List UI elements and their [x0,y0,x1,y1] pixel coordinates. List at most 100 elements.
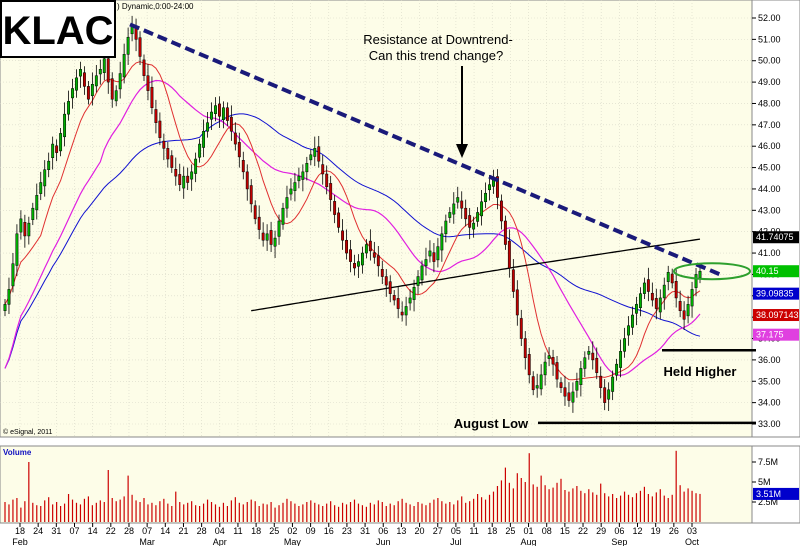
candle [603,379,607,411]
candle-body [650,292,654,301]
candle [86,81,90,105]
candle [257,205,261,240]
y-tick-label: 47.00 [758,120,781,130]
annotation-held-higher: Held Higher [664,364,737,379]
candle [400,301,404,322]
candle [432,243,436,273]
x-tick-label: 05 [451,526,461,536]
candle [607,382,611,411]
candle-body [372,252,376,258]
candle [595,347,599,380]
candle-body [599,375,603,388]
candle-body [39,182,43,194]
price-tag-label: 40.15 [756,266,779,276]
candle [551,349,555,376]
x-tick-label: 14 [160,526,170,536]
candle-body [519,318,523,339]
candle-body [364,244,368,254]
candle-body [448,212,452,218]
candle [79,61,82,88]
candle-body [686,304,690,317]
y-tick-label: 51.00 [758,34,781,44]
month-label: Aug [521,537,537,546]
candle [106,51,110,94]
candle [289,178,293,201]
candle [98,59,102,85]
candle [178,163,182,192]
candle [182,166,186,199]
candle-body [202,131,206,148]
x-tick-label: 19 [651,526,661,536]
candle-body [162,140,166,149]
candle-body [142,59,146,76]
candle-body [345,239,348,254]
candle [408,289,412,311]
candle-body [178,174,182,185]
candle [337,207,341,233]
price-tag [753,231,799,244]
candle [43,160,47,197]
volume-tag-label: 3.51M [756,489,781,499]
candle-body [325,173,329,188]
candle [599,366,603,399]
candle-body [496,176,499,198]
annotation-question: Can this trend change? [369,48,503,63]
candle [531,371,535,396]
candle [353,254,356,276]
candle-body [408,297,412,304]
candle-body [654,298,658,309]
candle [380,260,384,285]
candle-body [138,37,142,57]
candle [55,139,59,162]
candle-body [341,230,345,241]
candle [360,246,364,274]
candle-body [440,233,444,251]
candle-body [118,73,122,90]
candle [285,185,289,218]
x-tick-label: 02 [287,526,297,536]
candle-body [360,252,364,266]
candle [583,351,587,377]
candle [297,167,301,189]
candle [357,254,360,279]
x-tick-label: 24 [33,526,43,536]
vol-tick-label: 2.5M [758,497,778,507]
candle [499,194,503,230]
candle-body [237,142,241,158]
candle-body [98,69,102,75]
candle-body [305,163,309,173]
candle-body [126,36,130,55]
price-tag-label: 38.097143 [756,310,799,320]
candle [118,61,122,99]
x-tick-label: 06 [614,526,624,536]
candle-body [75,77,78,91]
candle-body [694,274,698,288]
month-label: Oct [685,537,700,546]
candle-body [476,212,480,222]
candle [635,296,638,326]
candle [59,128,63,157]
candle [372,241,376,264]
candle-body [158,120,162,138]
candle-body [627,325,630,336]
candle [674,269,678,308]
y-tick-label: 50.00 [758,56,781,66]
candle-body [412,286,416,300]
candle [210,102,213,130]
candle-body [571,391,575,403]
candle-body [218,103,221,117]
volume-tag [753,487,799,500]
candle [202,119,206,158]
x-tick-label: 11 [469,526,478,536]
candle [496,169,499,210]
x-tick-label: 11 [233,526,242,536]
candle-body [249,185,253,205]
candle [404,296,408,326]
candle [547,347,551,367]
x-tick-label: 08 [542,526,552,536]
candle [313,136,317,167]
x-tick-label: 04 [215,526,225,536]
candle-body [225,107,229,121]
x-tick-label: 13 [396,526,406,536]
